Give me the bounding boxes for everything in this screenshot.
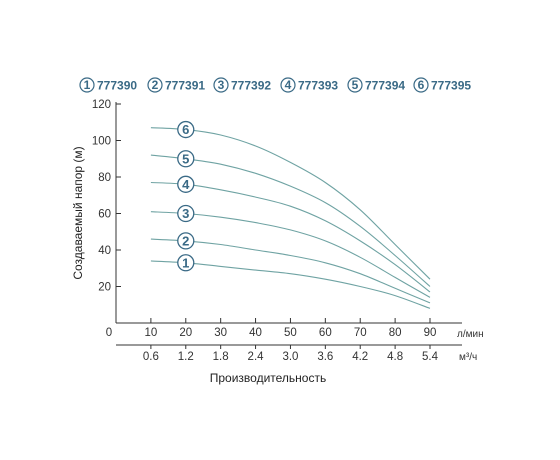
curve-badge-circle — [177, 150, 195, 168]
legend-badge — [413, 77, 429, 93]
legend-label: 777391 — [165, 79, 205, 93]
curve-4 — [150, 181, 431, 293]
x-tick-label: 0 — [106, 327, 112, 339]
x-tick-label: 90 — [424, 327, 437, 339]
curves — [150, 127, 431, 309]
legend-badge — [213, 77, 229, 93]
x2-axis-unit: м³/ч — [459, 352, 477, 363]
curve-5 — [150, 154, 431, 287]
legend: 1 777390 2 777391 3 777392 4 777393 5 777394 6 7773… — [79, 77, 471, 93]
legend-badge-number: 2 — [152, 78, 159, 92]
x2-tick-label: 2.4 — [248, 351, 265, 363]
x2-tick-label: 1.8 — [213, 351, 229, 363]
y-tick-label: 40 — [98, 245, 111, 257]
curve-badge-3: 3 — [177, 204, 195, 223]
y-tick-label: 20 — [98, 282, 111, 294]
curve-6 — [150, 127, 431, 280]
legend-badge-number: 1 — [84, 78, 91, 92]
curve-badge-number: 2 — [182, 233, 189, 248]
curve-badge-circle — [177, 204, 195, 223]
legend-badge-number: 6 — [418, 78, 425, 92]
x-tick-label: 60 — [319, 327, 332, 339]
legend-item-5: 5 777394 — [347, 77, 405, 93]
y-tick-label: 60 — [98, 209, 111, 221]
legend-item-4: 4 777393 — [280, 77, 338, 93]
curve-3 — [150, 211, 431, 298]
legend-badge-number: 4 — [285, 78, 292, 92]
legend-item-1: 1 777390 — [79, 77, 137, 93]
y-tick-label: 80 — [98, 172, 111, 184]
x2-tick-label: 4.2 — [352, 351, 368, 363]
curve-badge-5: 5 — [177, 150, 195, 168]
x-tick-label: 20 — [179, 327, 192, 339]
x-axis-title: Производительность — [210, 371, 326, 385]
legend-label: 777395 — [431, 79, 471, 93]
x-tick-label: 10 — [144, 327, 157, 339]
curve-badge-1: 1 — [177, 254, 195, 272]
legend-badge-number: 5 — [352, 78, 359, 92]
y-axis-title: Создаваемый напор (м) — [71, 146, 85, 279]
x2-tick-label: 1.2 — [178, 351, 194, 363]
x-axis-unit: л/мин — [457, 329, 484, 340]
x2-tick-label: 3.6 — [317, 351, 333, 363]
x2-tick-label: 5.4 — [422, 351, 439, 363]
curve-badge-number: 3 — [182, 206, 189, 221]
legend-item-6: 6 777395 — [413, 77, 471, 93]
curve-badge-number: 4 — [182, 177, 190, 192]
curve-badge-number: 6 — [182, 122, 189, 137]
x2-tick-label: 4.8 — [387, 351, 403, 363]
curve-badge-number: 1 — [182, 255, 189, 270]
y-tick-label: 100 — [92, 136, 111, 148]
legend-badge — [79, 77, 95, 93]
curve-badge-circle — [177, 232, 195, 250]
legend-item-2: 2 777391 — [147, 77, 205, 93]
curve-badges: 1 2 3 4 5 6 — [177, 120, 195, 272]
legend-badge — [147, 77, 163, 93]
curve-badge-6: 6 — [177, 120, 195, 139]
x-tick-label: 30 — [214, 327, 227, 339]
curve-badge-circle — [177, 175, 195, 193]
x2-tick-label: 0.6 — [143, 351, 159, 363]
legend-badge — [280, 77, 296, 93]
legend-label: 777390 — [97, 79, 137, 93]
curve-badge-circle — [177, 254, 195, 272]
curve-badge-circle — [177, 120, 195, 139]
curve-2 — [150, 238, 431, 304]
x-tick-label: 70 — [354, 327, 367, 339]
curve-1 — [150, 260, 431, 309]
legend-label: 777393 — [298, 79, 338, 93]
legend-item-3: 3 777392 — [213, 77, 271, 93]
y-tick-label: 120 — [92, 99, 111, 111]
legend-label: 777394 — [365, 79, 405, 93]
curve-badge-number: 5 — [182, 151, 189, 166]
legend-badge-number: 3 — [218, 78, 225, 92]
curve-badge-2: 2 — [177, 232, 195, 250]
x-axis: 0 10 20 30 40 50 60 70 80 90 0.6 1.2 1.8 2.4 3.0 3.6 4.2… — [106, 318, 462, 363]
curve-badge-4: 4 — [177, 175, 195, 193]
x2-tick-label: 3.0 — [282, 351, 298, 363]
x-tick-label: 40 — [249, 327, 262, 339]
y-axis: 20 40 60 80 100 120 — [92, 99, 121, 323]
legend-label: 777392 — [231, 79, 271, 93]
legend-badge — [347, 77, 363, 93]
x-tick-label: 80 — [389, 327, 402, 339]
x-tick-label: 50 — [284, 327, 297, 339]
